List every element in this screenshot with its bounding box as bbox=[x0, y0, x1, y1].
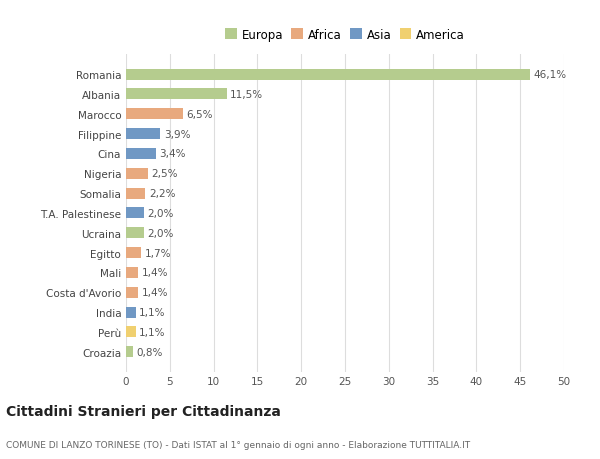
Text: 2,2%: 2,2% bbox=[149, 189, 175, 199]
Text: 46,1%: 46,1% bbox=[533, 70, 566, 80]
Text: 1,1%: 1,1% bbox=[139, 308, 166, 317]
Bar bbox=[126, 149, 156, 160]
Bar bbox=[126, 208, 143, 219]
Legend: Europa, Africa, Asia, America: Europa, Africa, Asia, America bbox=[223, 26, 467, 44]
Text: COMUNE DI LANZO TORINESE (TO) - Dati ISTAT al 1° gennaio di ogni anno - Elaboraz: COMUNE DI LANZO TORINESE (TO) - Dati IST… bbox=[6, 441, 470, 449]
Bar bbox=[126, 89, 227, 100]
Text: 2,0%: 2,0% bbox=[147, 228, 173, 238]
Text: 0,8%: 0,8% bbox=[137, 347, 163, 357]
Bar bbox=[126, 109, 183, 120]
Bar bbox=[126, 168, 148, 179]
Bar bbox=[126, 347, 133, 358]
Bar bbox=[126, 287, 138, 298]
Bar bbox=[126, 267, 138, 278]
Text: 2,0%: 2,0% bbox=[147, 208, 173, 218]
Text: 11,5%: 11,5% bbox=[230, 90, 263, 100]
Bar bbox=[126, 247, 141, 258]
Text: 6,5%: 6,5% bbox=[187, 110, 213, 119]
Bar bbox=[126, 188, 145, 199]
Text: 1,7%: 1,7% bbox=[145, 248, 171, 258]
Text: 1,4%: 1,4% bbox=[142, 288, 168, 297]
Text: 1,1%: 1,1% bbox=[139, 327, 166, 337]
Text: 1,4%: 1,4% bbox=[142, 268, 168, 278]
Bar bbox=[126, 327, 136, 338]
Text: 2,5%: 2,5% bbox=[151, 169, 178, 179]
Text: 3,4%: 3,4% bbox=[159, 149, 186, 159]
Text: Cittadini Stranieri per Cittadinanza: Cittadini Stranieri per Cittadinanza bbox=[6, 404, 281, 419]
Bar bbox=[126, 69, 530, 80]
Text: 3,9%: 3,9% bbox=[164, 129, 190, 139]
Bar bbox=[126, 307, 136, 318]
Bar bbox=[126, 129, 160, 140]
Bar bbox=[126, 228, 143, 239]
